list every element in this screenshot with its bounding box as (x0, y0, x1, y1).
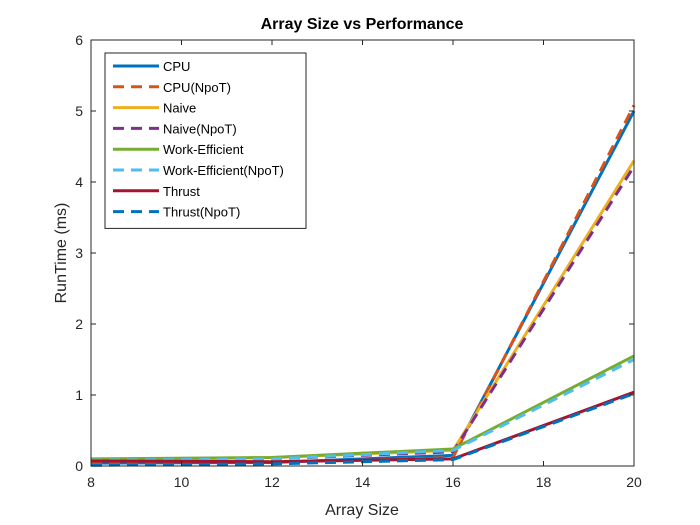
x-axis-label: Array Size (325, 502, 399, 519)
y-tick-label: 3 (75, 245, 83, 261)
x-tick-label: 16 (445, 474, 461, 490)
legend-label: Naive (163, 101, 196, 116)
y-tick-label: 6 (75, 32, 83, 48)
legend-label: Work-Efficient(NpoT) (163, 163, 284, 178)
x-tick-label: 12 (264, 474, 280, 490)
y-tick-label: 0 (75, 458, 83, 474)
y-tick-label: 1 (75, 387, 83, 403)
x-tick-label: 8 (87, 474, 95, 490)
x-tick-label: 14 (355, 474, 371, 490)
y-tick-label: 2 (75, 316, 83, 332)
y-tick-label: 5 (75, 103, 83, 119)
legend-box (104, 52, 307, 229)
legend-label: Naive(NpoT) (163, 121, 237, 136)
legend-label: Thrust (163, 184, 200, 199)
chart-title: Array Size vs Performance (261, 16, 464, 33)
x-tick-label: 20 (626, 474, 642, 490)
legend-label: CPU (163, 59, 190, 74)
x-tick-label: 10 (174, 474, 190, 490)
y-tick-label: 4 (75, 174, 83, 190)
legend-label: CPU(NpoT) (163, 80, 231, 95)
series-line-5 (90, 358, 635, 462)
legend-label: Work-Efficient (163, 142, 244, 157)
y-axis-label: RunTime (ms) (53, 203, 70, 304)
legend-label: Thrust(NpoT) (163, 205, 240, 220)
x-tick-label: 18 (536, 474, 552, 490)
legend: CPU CPU(NpoT) Naive Naive(NpoT) Work-Efficie… (104, 52, 307, 229)
